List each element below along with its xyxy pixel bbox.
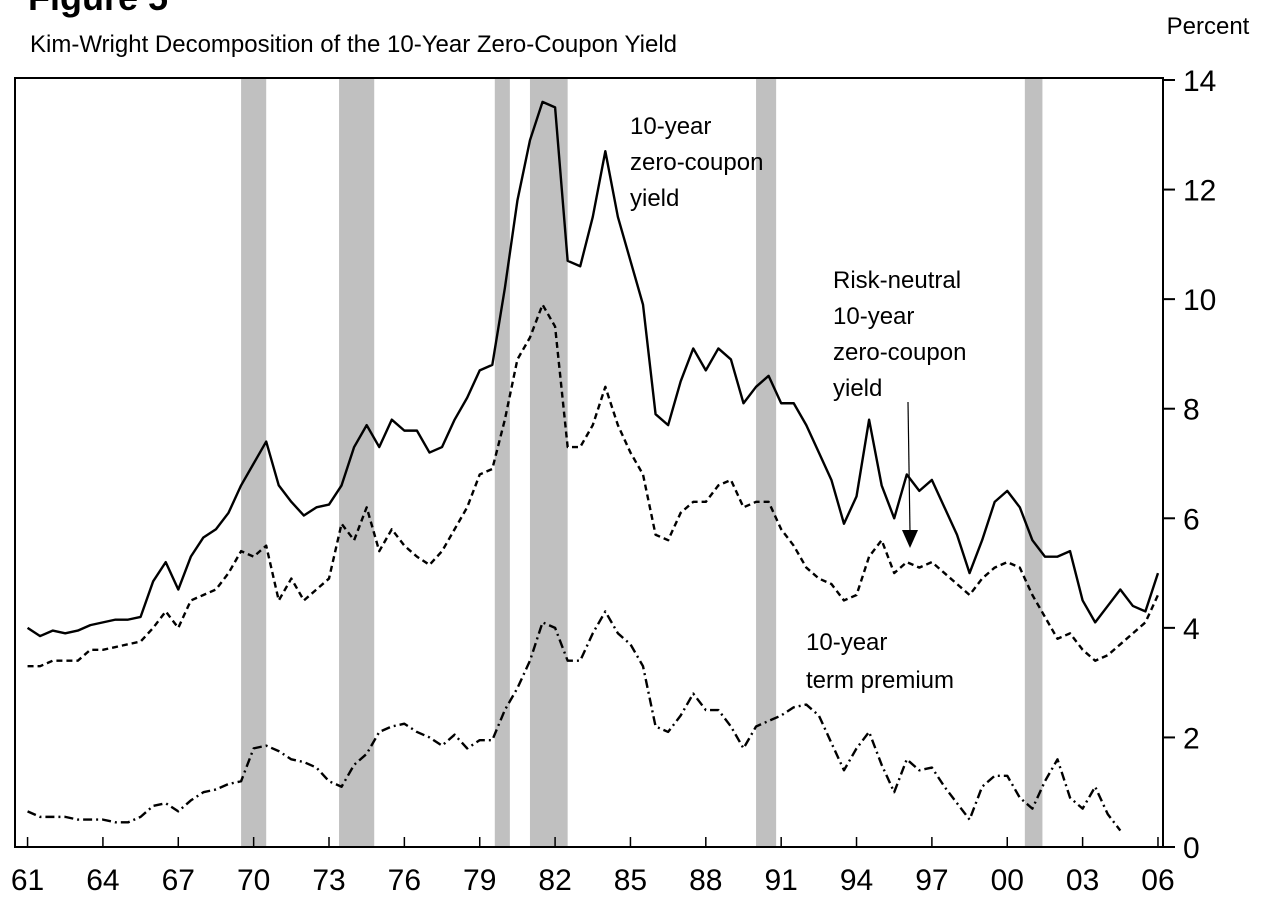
annotation: 10-year: [806, 629, 887, 656]
annotation: 10-year: [833, 303, 914, 330]
y-tick-label: 2: [1183, 722, 1200, 755]
y-tick-label: 4: [1183, 613, 1200, 646]
series-lines: [26, 100, 1160, 832]
x-tick-label: 91: [764, 864, 797, 897]
x-tick-label: 88: [689, 864, 722, 897]
x-tick-label: 70: [237, 864, 270, 897]
series-line: [27, 303, 1160, 668]
y-tick-label: 0: [1183, 832, 1200, 865]
recession-shading: [241, 79, 1043, 847]
annotation: zero-coupon: [630, 149, 763, 176]
x-tick-label: 73: [312, 864, 345, 897]
annotation: 10-year: [630, 113, 711, 140]
plot-frame: [14, 77, 1164, 848]
y-tick-label: 12: [1183, 175, 1216, 208]
axes: 0 2 4 6 8 10 12 14 61 64 67 70 73 76 79 82 85 88 91 94 97 00 0…: [11, 65, 1217, 897]
annotation: zero-coupon: [833, 339, 966, 366]
y-tick-label: 10: [1183, 284, 1216, 317]
series-line: [27, 610, 1122, 832]
x-tick-label: 79: [463, 864, 496, 897]
x-tick-label: 76: [388, 864, 421, 897]
chart-subtitle: Kim-Wright Decomposition of the 10-Year …: [30, 31, 677, 58]
y-tick-label: 8: [1183, 394, 1200, 427]
y-tick-label: 14: [1183, 65, 1216, 98]
x-tick-label: 67: [162, 864, 195, 897]
x-tick-label: 00: [991, 864, 1024, 897]
series-line: [26, 100, 1160, 638]
y-axis-label: Percent: [1167, 13, 1250, 40]
x-tick-label: 82: [538, 864, 571, 897]
y-tick-label: 6: [1183, 503, 1200, 536]
annotation: term premium: [806, 667, 954, 694]
x-tick-label: 03: [1066, 864, 1099, 897]
x-tick-label: 64: [86, 864, 119, 897]
recession-band: [339, 79, 375, 847]
annotation-arrowhead: [902, 530, 918, 548]
recession-band: [1024, 79, 1043, 847]
annotation: Risk-neutral: [833, 267, 961, 294]
x-tick-label: 94: [840, 864, 873, 897]
x-tick-label: 97: [915, 864, 948, 897]
x-tick-label: 61: [11, 864, 44, 897]
x-tick-label: 85: [614, 864, 647, 897]
annotation: yield: [833, 375, 882, 402]
recession-band: [529, 79, 568, 847]
x-tick-label: 06: [1141, 864, 1174, 897]
chart-title: Figure 5: [28, 0, 168, 18]
annotation-arrow: [907, 401, 911, 533]
annotation: yield: [630, 185, 679, 212]
recession-band: [756, 79, 777, 847]
